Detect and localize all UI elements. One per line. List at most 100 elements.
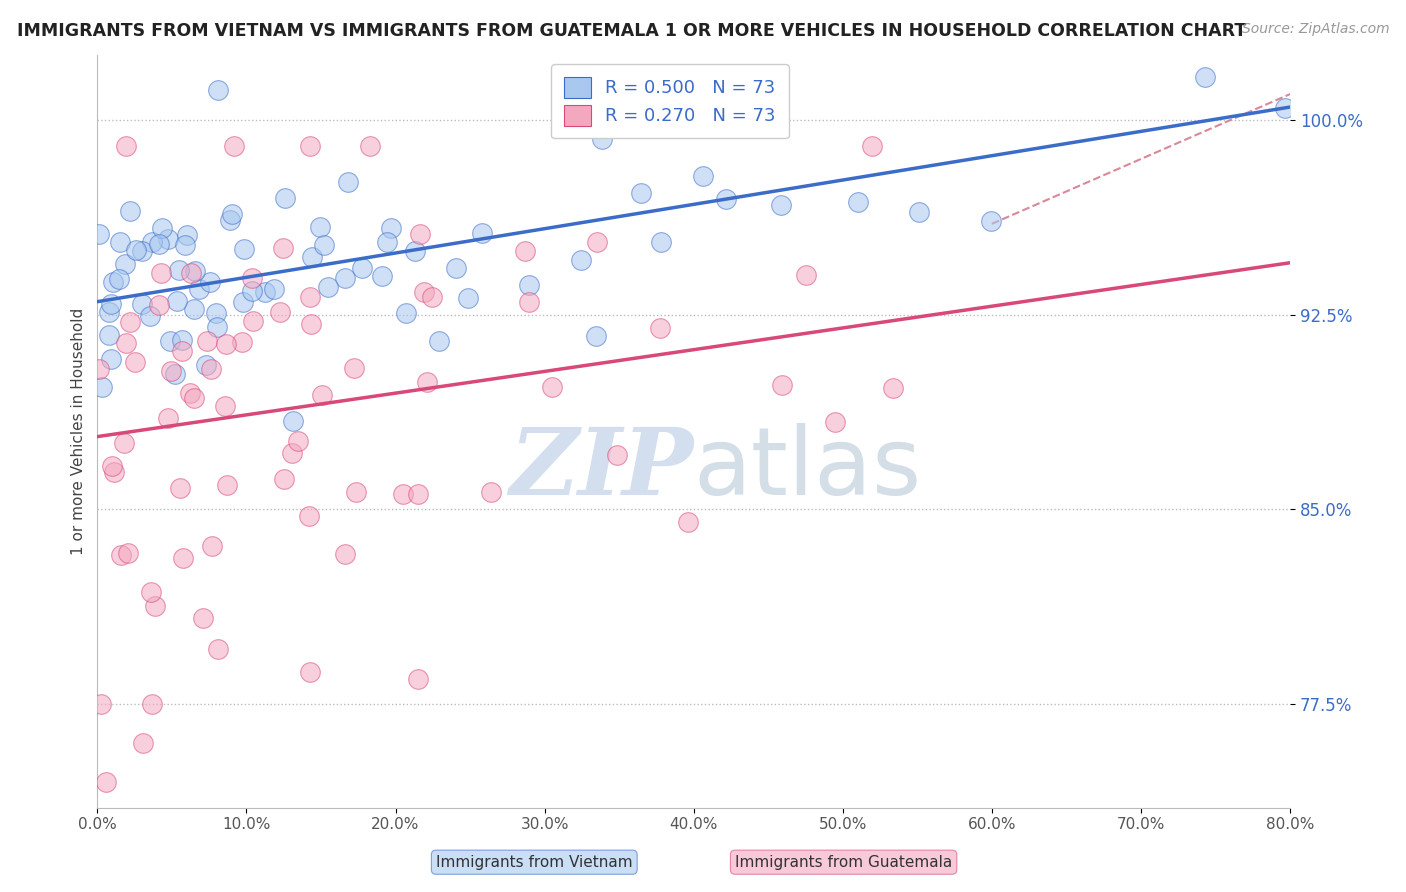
Point	[585, 328, 607, 343]
Point	[309, 219, 332, 234]
Point	[150, 266, 173, 280]
Point	[108, 235, 131, 250]
Point	[166, 293, 188, 308]
Point	[371, 269, 394, 284]
Point	[222, 139, 245, 153]
Point	[100, 351, 122, 366]
Point	[87, 227, 110, 241]
Point	[591, 132, 613, 146]
Point	[172, 334, 194, 348]
Point	[98, 328, 121, 343]
Point	[201, 539, 224, 553]
Point	[1274, 101, 1296, 115]
Point	[200, 275, 222, 289]
Point	[824, 415, 846, 429]
Point	[586, 235, 609, 249]
Point	[714, 192, 737, 206]
Point	[344, 484, 367, 499]
Point	[650, 235, 672, 250]
Point	[541, 379, 564, 393]
Point	[125, 243, 148, 257]
Point	[457, 291, 479, 305]
Point	[170, 343, 193, 358]
Point	[221, 206, 243, 220]
Point	[274, 191, 297, 205]
Point	[188, 281, 211, 295]
Point	[200, 362, 222, 376]
Point	[132, 736, 155, 750]
Point	[848, 194, 870, 209]
Point	[100, 459, 122, 474]
Point	[100, 297, 122, 311]
Point	[335, 271, 357, 285]
Point	[180, 265, 202, 279]
Point	[219, 213, 242, 227]
Point	[350, 260, 373, 275]
Text: atlas: atlas	[693, 423, 922, 515]
Point	[263, 282, 285, 296]
Point	[98, 304, 121, 318]
Point	[173, 238, 195, 252]
Point	[150, 221, 173, 235]
Point	[94, 774, 117, 789]
Point	[404, 244, 426, 258]
Point	[316, 279, 339, 293]
Point	[569, 253, 592, 268]
Point	[114, 336, 136, 351]
Point	[273, 472, 295, 486]
Point	[141, 235, 163, 249]
Point	[337, 175, 360, 189]
Point	[110, 549, 132, 563]
Point	[139, 310, 162, 324]
Point	[253, 285, 276, 299]
Point	[156, 411, 179, 425]
Point	[197, 334, 219, 348]
Text: Immigrants from Guatemala: Immigrants from Guatemala	[735, 855, 952, 870]
Point	[429, 334, 451, 349]
Text: ZIP: ZIP	[509, 424, 693, 514]
Point	[90, 380, 112, 394]
Point	[479, 485, 502, 500]
Point	[406, 487, 429, 501]
Point	[444, 260, 467, 275]
Point	[131, 244, 153, 259]
Point	[517, 278, 540, 293]
Point	[269, 305, 291, 319]
Point	[231, 335, 253, 350]
Point	[118, 314, 141, 328]
Point	[114, 139, 136, 153]
Point	[108, 272, 131, 286]
Point	[312, 238, 335, 252]
Point	[333, 547, 356, 561]
Point	[183, 264, 205, 278]
Y-axis label: 1 or more Vehicles in Household: 1 or more Vehicles in Household	[72, 308, 86, 555]
Point	[207, 642, 229, 657]
Point	[131, 297, 153, 311]
Point	[165, 368, 187, 382]
Point	[299, 290, 322, 304]
Point	[287, 434, 309, 449]
Point	[89, 361, 111, 376]
Point	[240, 284, 263, 298]
Point	[114, 257, 136, 271]
Point	[217, 478, 239, 492]
Point	[343, 361, 366, 376]
Point	[513, 244, 536, 258]
Point	[409, 227, 432, 242]
Point	[271, 240, 294, 254]
Point	[606, 448, 628, 462]
Point	[117, 546, 139, 560]
Point	[124, 355, 146, 369]
Point	[359, 139, 381, 153]
Point	[1194, 70, 1216, 84]
Point	[205, 320, 228, 334]
Point	[281, 446, 304, 460]
Point	[214, 399, 236, 413]
Point	[194, 358, 217, 372]
Point	[148, 298, 170, 312]
Point	[882, 381, 904, 395]
Point	[380, 220, 402, 235]
Text: Immigrants from Vietnam: Immigrants from Vietnam	[436, 855, 633, 870]
Point	[676, 515, 699, 529]
Point	[183, 391, 205, 405]
